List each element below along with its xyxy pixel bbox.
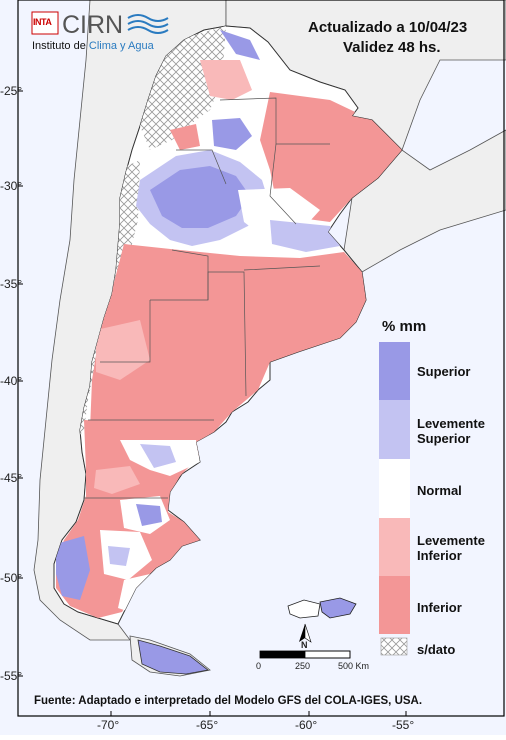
scale-label-500: 500 Km <box>338 661 370 671</box>
institute-name: Instituto de Clima y Agua <box>32 40 154 52</box>
lat-tick: -50° <box>0 571 23 585</box>
legend-swatch-inferior <box>379 576 410 634</box>
lat-tick: -35° <box>0 277 23 291</box>
lat-tick: -30° <box>0 179 23 193</box>
institute-highlight: Clima y Agua <box>88 40 154 52</box>
legend-label-normal: Normal <box>417 483 462 498</box>
legend-swatch-normal <box>379 459 410 518</box>
updated-date-label: Actualizado a 10/04/23 <box>308 19 468 36</box>
legend-label-superior: Superior <box>417 364 471 379</box>
cirn-logo-text: CIRN <box>62 11 124 39</box>
validity-label: Validez 48 hs. <box>343 39 441 56</box>
lat-tick: -25° <box>0 84 23 98</box>
legend-label-no-data: s/dato <box>417 642 456 657</box>
legend-title: % mm <box>382 318 427 335</box>
lon-tick: -65° <box>196 718 219 732</box>
legend-label-lev-inferior: Levemente Inferior <box>417 533 485 563</box>
legend-swatches <box>379 342 410 656</box>
lon-tick: -60° <box>295 718 318 732</box>
lat-tick: -40° <box>0 374 23 388</box>
legend-swatch-lev-inferior <box>379 518 410 576</box>
waves-logo-icon <box>127 14 169 34</box>
scale-bar <box>259 650 351 659</box>
legend-swatch-superior <box>379 342 410 400</box>
legend-label-inferior: Inferior <box>417 600 462 615</box>
lon-tick: -55° <box>392 718 415 732</box>
legend-swatch-no-data <box>380 637 408 656</box>
source-caption: Fuente: Adaptado e interpretado del Mode… <box>34 695 423 707</box>
scale-label-250: 250 <box>295 661 311 671</box>
map-border <box>17 0 505 717</box>
inta-logo-text: INTA <box>33 17 52 27</box>
legend-swatch-lev-superior <box>379 400 410 459</box>
lat-tick: -55° <box>0 669 23 683</box>
north-arrow-icon <box>299 623 312 643</box>
scale-label-0: 0 <box>256 661 262 671</box>
province-borders <box>84 97 330 499</box>
lat-tick: -45° <box>0 471 23 485</box>
lon-tick: -70° <box>97 718 120 732</box>
north-label: N <box>301 640 308 650</box>
inta-logo-icon <box>31 11 59 35</box>
institute-prefix: Instituto de <box>32 40 89 52</box>
legend-label-lev-superior: Levemente Superior <box>417 416 485 446</box>
tierra-del-fuego <box>137 639 209 675</box>
axis-ticks <box>18 90 407 716</box>
malvinas-islands <box>287 597 357 619</box>
